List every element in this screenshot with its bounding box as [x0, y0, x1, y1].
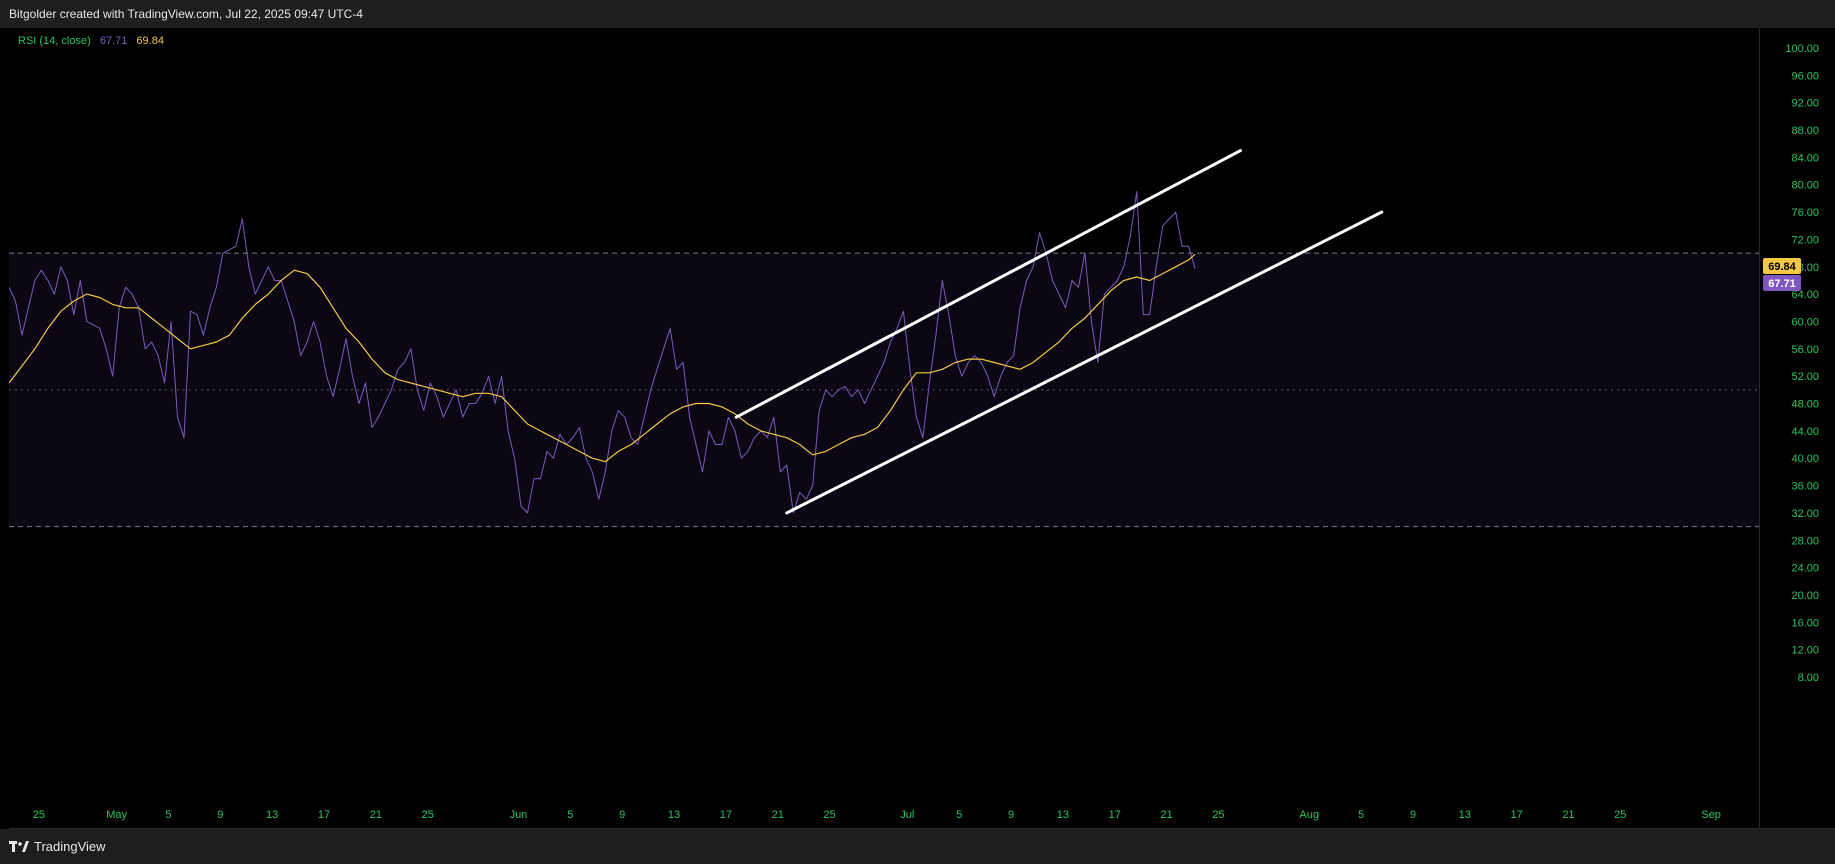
x-tick-label: 5 [567, 809, 573, 821]
snapshot-caption: Bitgolder created with TradingView.com, … [9, 7, 363, 21]
indicator-legend[interactable]: RSI (14, close) 67.71 69.84 [18, 35, 170, 47]
x-tick-label: 21 [370, 809, 382, 821]
y-tick-label: 100.00 [1785, 43, 1819, 55]
legend-rsi-value: 67.71 [99, 35, 128, 47]
ma-last-value-label: 69.84 [1768, 261, 1796, 273]
x-tick-label: 17 [1510, 809, 1522, 821]
y-tick-label: 36.00 [1791, 481, 1819, 493]
x-tick-label: 13 [266, 809, 278, 821]
x-tick-label: 9 [1008, 809, 1014, 821]
y-tick-label: 88.00 [1791, 125, 1819, 137]
y-tick-label: 24.00 [1791, 563, 1819, 575]
y-tick-label: 16.00 [1791, 617, 1819, 629]
x-tick-label: 21 [772, 809, 784, 821]
y-tick-label: 12.00 [1791, 645, 1819, 657]
y-tick-label: 92.00 [1791, 98, 1819, 110]
y-tick-label: 56.00 [1791, 344, 1819, 356]
y-tick-label: 72.00 [1791, 234, 1819, 246]
x-tick-label: 9 [217, 809, 223, 821]
tradingview-logo-icon [9, 840, 29, 852]
footer-bar: TradingView [0, 829, 1835, 864]
y-tick-label: 28.00 [1791, 535, 1819, 547]
x-tick-label: 17 [1109, 809, 1121, 821]
y-tick-label: 52.00 [1791, 371, 1819, 383]
x-tick-label: Jun [510, 809, 528, 821]
y-tick-label: 84.00 [1791, 152, 1819, 164]
y-tick-label: 76.00 [1791, 207, 1819, 219]
ma-series-line [8, 253, 1196, 463]
ma-last-value-badge [1763, 258, 1801, 274]
x-tick-label: 13 [668, 809, 680, 821]
y-tick-label: 96.00 [1791, 70, 1819, 82]
channel-upper-trendline [734, 149, 1242, 419]
x-tick-label: 25 [1212, 809, 1224, 821]
tradingview-logo[interactable]: TradingView [9, 839, 106, 854]
y-tick-label: 48.00 [1791, 399, 1819, 411]
x-tick-label: 25 [33, 809, 45, 821]
y-tick-label: 20.00 [1791, 590, 1819, 602]
x-tick-label: 9 [1410, 809, 1416, 821]
y-tick-label: 60.00 [1791, 316, 1819, 328]
rsi-band-background [9, 253, 1759, 527]
x-tick-label: Aug [1299, 809, 1319, 821]
x-tick-label: 17 [318, 809, 330, 821]
y-tick-label: 32.00 [1791, 508, 1819, 520]
y-tick-label: 64.00 [1791, 289, 1819, 301]
x-tick-label: Sep [1701, 809, 1721, 821]
x-tick-label: 13 [1057, 809, 1069, 821]
y-tick-label: 8.00 [1798, 672, 1819, 684]
x-tick-label: May [106, 809, 127, 821]
tradingview-wordmark: TradingView [34, 839, 106, 854]
x-tick-label: 9 [619, 809, 625, 821]
x-tick-label: 5 [1358, 809, 1364, 821]
x-tick-label: 21 [1160, 809, 1172, 821]
x-tick-label: 17 [720, 809, 732, 821]
y-tick-label: 80.00 [1791, 180, 1819, 192]
x-tick-label: Jul [900, 809, 914, 821]
rsi-series-line [8, 191, 1196, 514]
x-tick-label: 5 [165, 809, 171, 821]
x-tick-label: 21 [1562, 809, 1574, 821]
indicator-name: RSI (14, close) [18, 35, 91, 47]
y-tick-label: 44.00 [1791, 426, 1819, 438]
legend-ma-value: 69.84 [136, 35, 164, 47]
rsi-last-value-label: 67.71 [1768, 278, 1796, 290]
rsi-last-value-badge [1763, 275, 1801, 291]
rsi-chart-pane[interactable]: 100.00 96.00 92.00 88.00 84.00 80.00 76.00 72.0… [8, 28, 1835, 829]
top-caption-bar: Bitgolder created with TradingView.com, … [0, 0, 1835, 28]
x-tick-label: 13 [1459, 809, 1471, 821]
y-tick-label: 40.00 [1791, 453, 1819, 465]
rsi-chart-svg[interactable]: 100.00 96.00 92.00 88.00 84.00 80.00 76.00 72.0… [8, 28, 1835, 829]
x-tick-label: 25 [422, 809, 434, 821]
x-tick-label: 25 [1614, 809, 1626, 821]
x-tick-label: 5 [956, 809, 962, 821]
x-tick-label: 25 [823, 809, 835, 821]
channel-lower-trendline [785, 210, 1384, 515]
